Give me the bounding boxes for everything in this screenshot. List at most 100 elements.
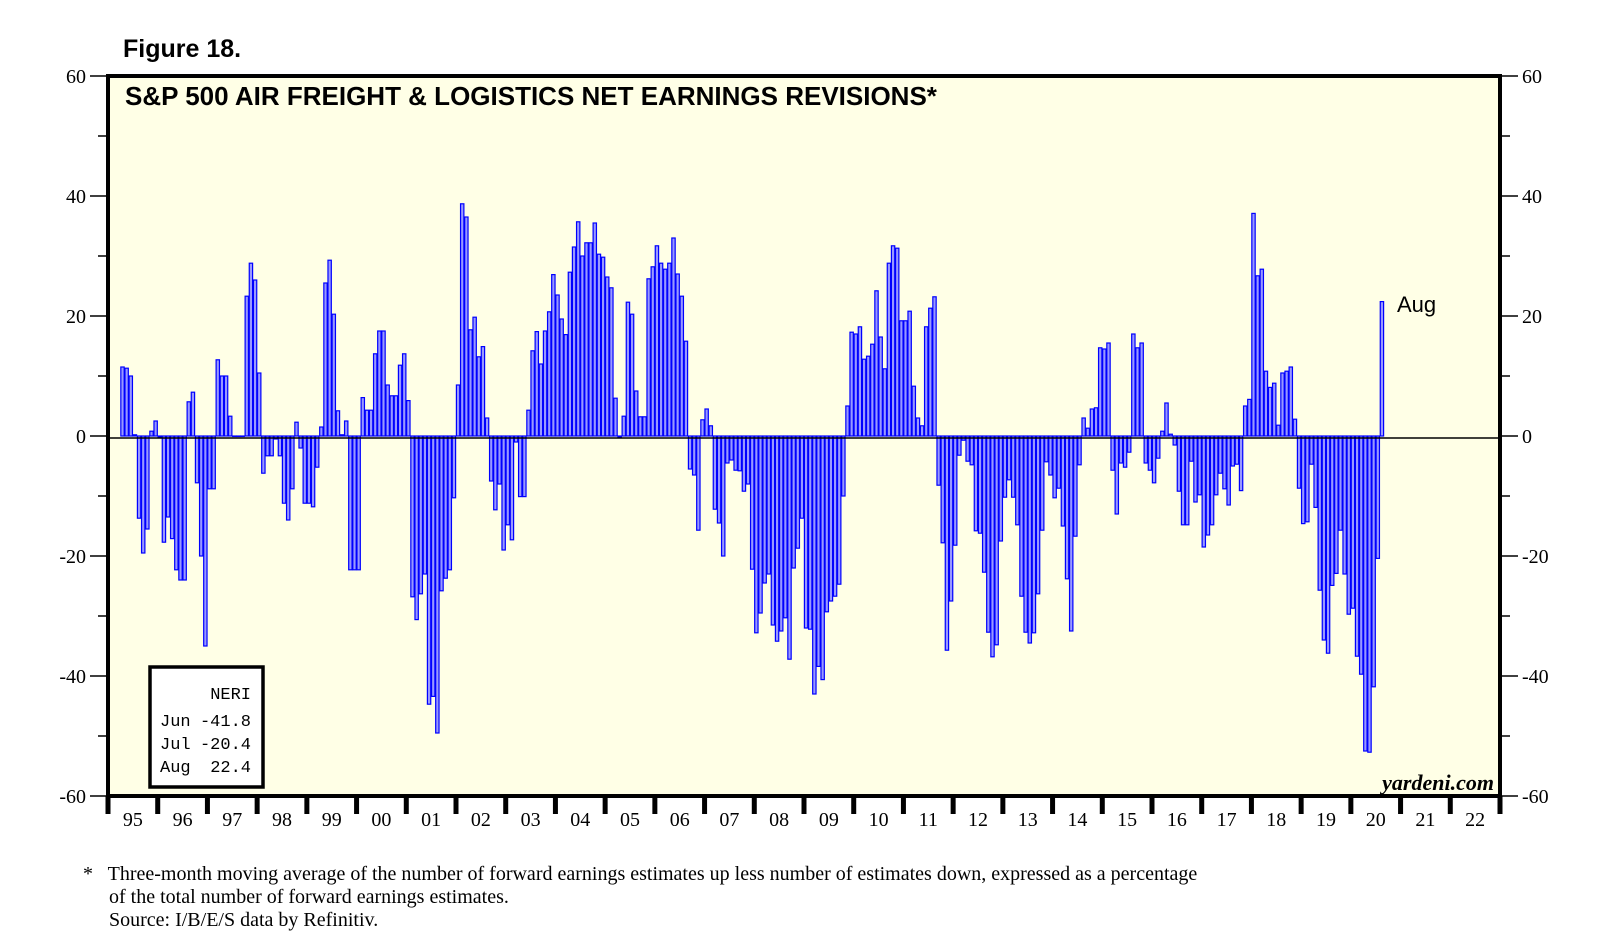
bar <box>952 435 958 546</box>
bar <box>1056 435 1062 489</box>
bar <box>522 435 527 498</box>
bar <box>1023 435 1028 633</box>
bar <box>298 435 303 449</box>
bar <box>1081 417 1086 437</box>
bar <box>824 435 830 613</box>
x-tick-label: 03 <box>521 809 541 831</box>
bar <box>174 435 179 571</box>
annotation-aug: Aug <box>1397 292 1436 317</box>
bar <box>613 397 618 437</box>
bar <box>878 336 883 437</box>
bar <box>1139 342 1144 437</box>
bar <box>542 330 548 437</box>
bar <box>1375 435 1381 560</box>
bar <box>451 435 457 499</box>
y-tick-label-right: -40 <box>1522 666 1549 688</box>
figure-label: Figure 18. <box>123 35 241 63</box>
bar <box>1238 435 1244 492</box>
bar <box>488 435 494 482</box>
x-tick-label: 07 <box>719 809 739 831</box>
bar <box>1288 366 1294 437</box>
bar <box>1044 435 1049 463</box>
bar <box>348 435 353 571</box>
bar <box>368 409 374 437</box>
bar <box>1135 347 1140 437</box>
bar <box>691 435 697 476</box>
bar <box>903 320 908 437</box>
legend-value: -20.4 <box>200 736 251 755</box>
bar <box>1230 435 1236 467</box>
bar <box>604 276 610 437</box>
x-tick-label: 21 <box>1415 809 1435 831</box>
bar <box>480 346 486 437</box>
y-tick-label-right: 20 <box>1522 306 1542 328</box>
bar <box>186 401 192 437</box>
bar <box>994 435 999 646</box>
legend-month: Aug <box>160 759 191 778</box>
x-tick-label: 12 <box>968 809 988 831</box>
bar <box>484 417 490 437</box>
bar <box>861 358 867 437</box>
bar <box>911 385 917 437</box>
bar <box>530 350 535 437</box>
x-tick-label: 95 <box>123 809 143 831</box>
legend-box: NERI Jun -41.8 Jul -20.4 Aug 22.4 <box>148 665 265 789</box>
bar <box>696 435 701 531</box>
bar <box>1077 435 1082 466</box>
bar <box>377 330 382 437</box>
bar <box>472 316 477 437</box>
bar <box>513 435 519 443</box>
bar <box>410 435 415 598</box>
bar <box>153 420 158 437</box>
bar <box>551 274 556 437</box>
bar <box>828 435 834 602</box>
bar <box>352 435 357 571</box>
x-tick-label: 19 <box>1316 809 1336 831</box>
bar <box>1363 435 1368 752</box>
bar <box>534 331 540 437</box>
bar <box>1073 435 1078 537</box>
bar <box>1292 418 1298 437</box>
bar <box>646 278 651 437</box>
footnote-line-1: * Three-month moving average of the numb… <box>83 863 1197 885</box>
bar <box>1338 435 1343 531</box>
bar <box>870 343 875 437</box>
bar <box>621 415 627 437</box>
bar <box>422 435 428 575</box>
bar <box>1010 435 1016 498</box>
bar <box>700 419 705 437</box>
bar <box>936 435 941 486</box>
y-tick-label-right: 40 <box>1522 186 1542 208</box>
bar <box>600 256 606 437</box>
x-tick-label: 04 <box>570 809 590 831</box>
y-tick-label-right: 60 <box>1522 66 1542 88</box>
bar <box>406 400 411 437</box>
x-tick-label: 00 <box>371 809 391 831</box>
bar <box>1222 435 1227 490</box>
bar <box>414 435 419 621</box>
bar <box>894 247 900 437</box>
bar <box>948 435 954 602</box>
bar <box>1247 398 1252 437</box>
bar <box>625 301 631 437</box>
bar <box>654 245 660 437</box>
bar <box>381 330 386 437</box>
bar <box>1019 435 1024 597</box>
bar <box>464 216 469 437</box>
bar <box>281 435 287 504</box>
bar <box>1218 435 1223 474</box>
x-tick-label: 22 <box>1465 809 1485 831</box>
bar <box>1305 435 1310 523</box>
bar <box>795 435 801 549</box>
bar <box>1172 435 1178 446</box>
bar <box>575 221 581 437</box>
bar <box>758 435 763 614</box>
bar <box>1184 435 1190 526</box>
bar <box>592 222 598 437</box>
x-tick-label: 96 <box>173 809 193 831</box>
bar <box>1234 435 1240 465</box>
legend-value: -41.8 <box>200 713 251 732</box>
bar <box>1379 301 1385 437</box>
bar <box>277 435 283 457</box>
bar <box>1317 435 1323 591</box>
